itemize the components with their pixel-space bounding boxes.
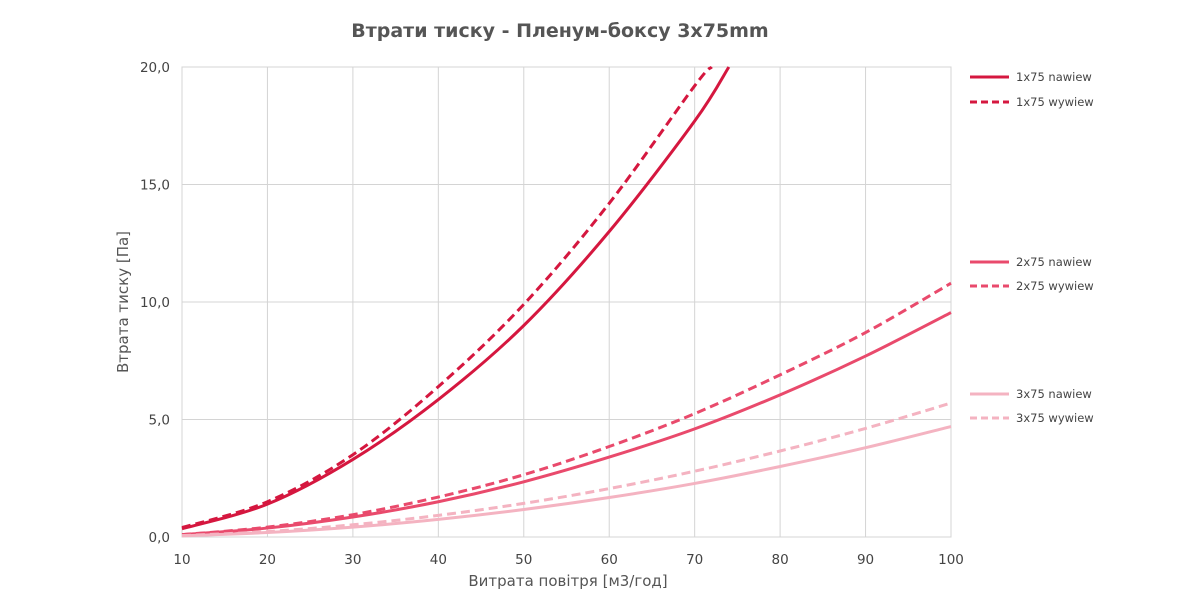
legend-label: 1x75 wywiew bbox=[1016, 95, 1094, 109]
y-tick-label: 15,0 bbox=[140, 178, 170, 194]
series-line-3x75-nawiew bbox=[181, 425, 952, 538]
x-tick-label: 30 bbox=[344, 552, 361, 568]
y-tick-label: 10,0 bbox=[140, 295, 170, 311]
legend-label: 2x75 wywiew bbox=[1016, 279, 1094, 293]
y-tick-label: 0,0 bbox=[149, 530, 170, 546]
legend-label: 3x75 wywiew bbox=[1016, 411, 1094, 425]
plot-area-border bbox=[181, 66, 952, 538]
x-tick-label: 50 bbox=[515, 552, 532, 568]
x-tick-label: 60 bbox=[601, 552, 618, 568]
x-tick-label: 100 bbox=[938, 552, 964, 568]
x-tick-label: 90 bbox=[857, 552, 874, 568]
legend-label: 1x75 nawiew bbox=[1016, 70, 1092, 84]
chart-title: Втрати тиску - Пленум-боксу 3x75mm bbox=[351, 20, 768, 42]
series-line-2x75-nawiew bbox=[181, 311, 952, 537]
x-tick-label: 10 bbox=[173, 552, 190, 568]
legend-label: 3x75 nawiew bbox=[1016, 387, 1092, 401]
x-tick-label: 80 bbox=[772, 552, 789, 568]
y-tick-label: 5,0 bbox=[149, 413, 170, 429]
legend: 1x75 nawiew 1x75 wywiew 2x75 nawiew 2x75 wy… bbox=[970, 70, 1094, 425]
legend-label: 2x75 nawiew bbox=[1016, 255, 1092, 269]
series-line-3x75-wywiew bbox=[181, 401, 952, 538]
x-axis-ticks: 10 20 30 40 50 60 70 80 90 100 bbox=[173, 552, 963, 568]
x-axis-label: Витрата повітря [м3/год] bbox=[468, 572, 667, 590]
grid bbox=[181, 66, 952, 538]
y-axis-ticks: 0,0 5,0 10,0 15,0 20,0 bbox=[140, 60, 170, 546]
x-tick-label: 20 bbox=[259, 552, 276, 568]
series-line-2x75-wywiew bbox=[181, 281, 952, 537]
y-axis-label: Втрата тиску [Па] bbox=[114, 231, 132, 373]
series-line-1x75-wywiew bbox=[181, 65, 713, 530]
y-tick-label: 20,0 bbox=[140, 60, 170, 76]
series-lines bbox=[181, 65, 952, 538]
series-line-1x75-nawiew bbox=[181, 66, 731, 531]
x-tick-label: 40 bbox=[430, 552, 447, 568]
x-tick-label: 70 bbox=[686, 552, 703, 568]
